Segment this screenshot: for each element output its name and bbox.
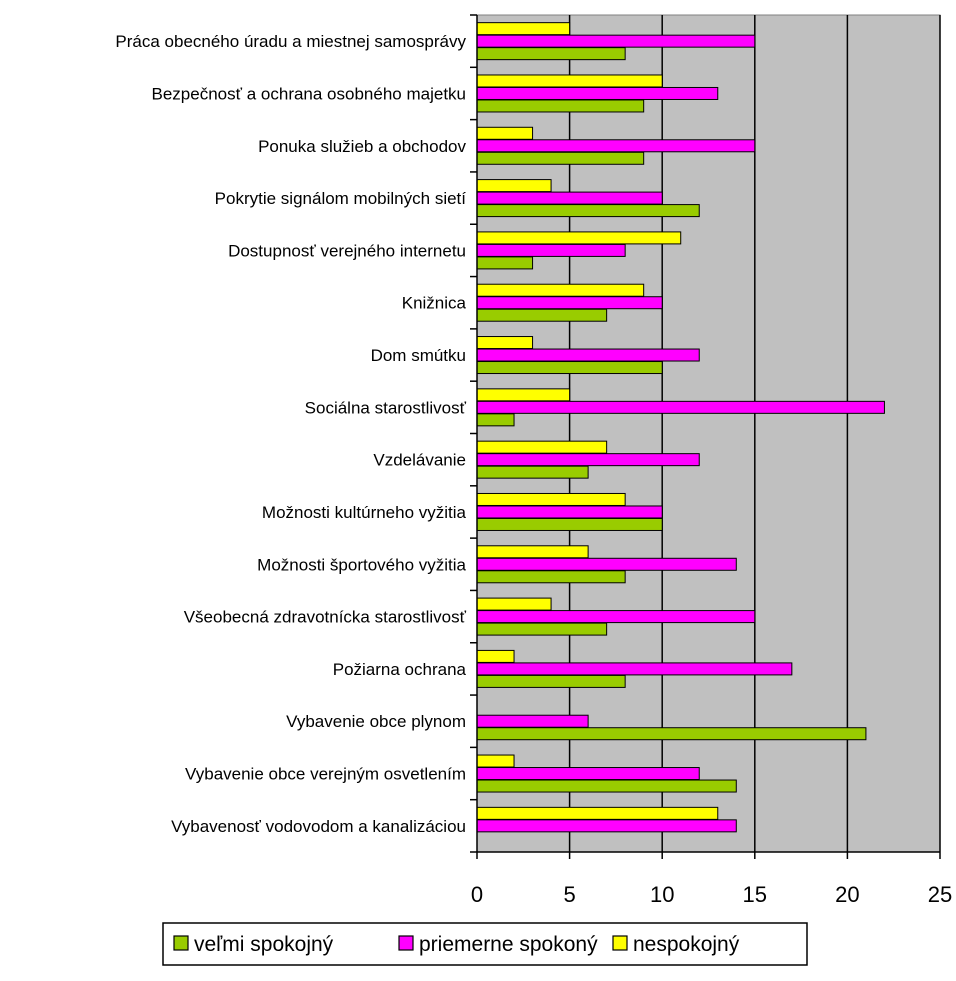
bar <box>476 767 700 781</box>
bar <box>476 34 756 48</box>
bar <box>476 151 645 165</box>
category-label: Bezpečnosť a ochrana osobného majetku <box>152 84 466 103</box>
category-label: Možnosti kultúrneho vyžitia <box>262 503 467 522</box>
bar <box>476 465 589 479</box>
category-label: Knižnica <box>402 294 467 313</box>
bar <box>476 714 589 728</box>
bar <box>476 336 534 350</box>
bar <box>476 179 552 193</box>
bar <box>476 99 645 113</box>
bar <box>476 256 534 270</box>
bar <box>476 453 700 467</box>
bar <box>476 47 626 61</box>
category-label: Sociálna starostlivosť <box>305 398 467 417</box>
bar <box>476 557 737 571</box>
bar <box>476 570 626 584</box>
category-label: Práca obecného úradu a miestnej samosprá… <box>115 32 466 51</box>
category-label: Vybavenie obce plynom <box>286 712 466 731</box>
bar <box>476 727 867 741</box>
bar <box>476 296 663 310</box>
bar <box>476 204 700 218</box>
bar <box>476 308 608 322</box>
bar <box>476 243 626 257</box>
legend-box <box>162 922 808 966</box>
x-tick-label: 0 <box>471 882 483 907</box>
legend-label: priemerne spokoný <box>419 933 598 956</box>
bar <box>476 517 663 531</box>
bar <box>476 754 515 768</box>
bar <box>476 191 663 205</box>
bar <box>476 597 552 611</box>
bar <box>476 361 663 375</box>
bar <box>476 231 682 245</box>
bar <box>476 283 645 297</box>
legend-swatch <box>173 935 189 951</box>
category-label: Pokrytie signálom mobilných sietí <box>215 189 467 208</box>
category-label: Všeobecná zdravotnícka starostlivosť <box>184 608 467 627</box>
bar <box>476 413 515 427</box>
legend: veľmi spokojný priemerne spokoný nespokojn… <box>162 922 808 966</box>
bar <box>476 505 663 519</box>
bar <box>476 139 756 153</box>
bar <box>476 440 608 454</box>
bar <box>476 86 719 100</box>
bar <box>476 622 608 636</box>
legend-label: veľmi spokojný <box>194 933 334 956</box>
category-label: Možnosti športového vyžitia <box>257 555 466 574</box>
legend-swatch <box>398 935 414 951</box>
bar <box>476 662 793 676</box>
bar <box>476 610 756 624</box>
bar <box>476 388 571 402</box>
bar <box>476 492 626 506</box>
bar <box>476 806 719 820</box>
bar <box>476 400 885 414</box>
category-label: Požiarna ochrana <box>333 660 467 679</box>
bar <box>476 22 571 36</box>
bar <box>476 545 589 559</box>
category-label: Vzdelávanie <box>373 451 466 470</box>
x-tick-label: 10 <box>650 882 674 907</box>
category-label: Dostupnosť verejného internetu <box>228 241 466 260</box>
legend-label: nespokojný <box>633 933 740 956</box>
x-tick-label: 15 <box>743 882 767 907</box>
x-tick-label: 5 <box>563 882 575 907</box>
bar <box>476 649 515 663</box>
bar <box>476 779 737 793</box>
plot-area <box>476 14 941 853</box>
legend-swatch <box>612 935 628 951</box>
bar <box>476 819 737 833</box>
category-label: Vybavenie obce verejným osvetlením <box>185 765 466 784</box>
x-tick-label: 25 <box>928 882 952 907</box>
bar <box>476 674 626 688</box>
axes: Práca obecného úradu a miestnej samosprá… <box>115 14 952 907</box>
x-tick-label: 20 <box>835 882 859 907</box>
bar <box>476 126 534 140</box>
category-label: Ponuka služieb a obchodov <box>258 137 466 156</box>
category-label: Vybavenosť vodovodom a kanalizáciou <box>171 817 466 836</box>
category-label: Dom smútku <box>371 346 466 365</box>
bar <box>476 348 700 362</box>
bar <box>476 74 663 88</box>
